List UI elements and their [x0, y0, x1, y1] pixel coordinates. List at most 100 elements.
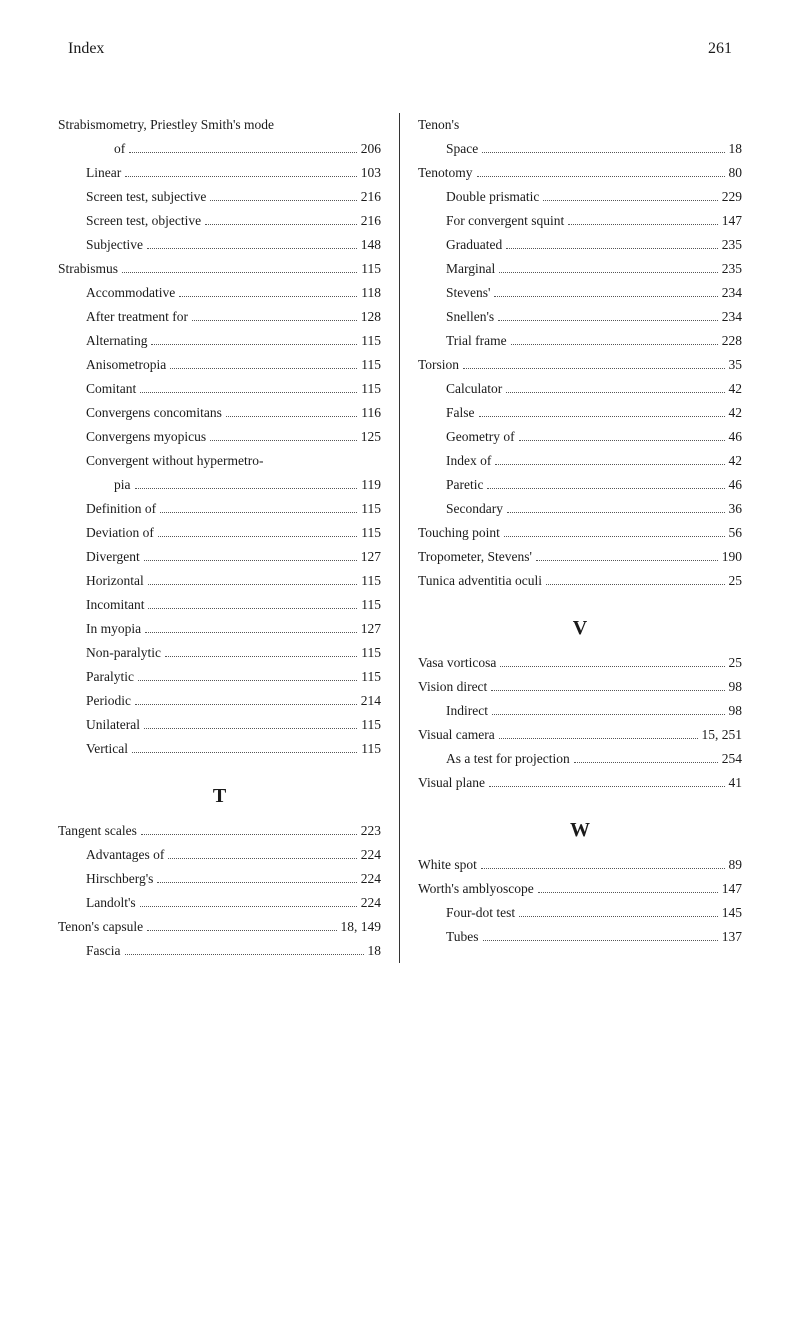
- dot-leader: [148, 600, 357, 609]
- entry-page: 115: [361, 329, 381, 353]
- entry-page: 42: [729, 377, 743, 401]
- dot-leader: [536, 552, 718, 561]
- index-entry: Landolt's224: [58, 891, 381, 915]
- entry-label: Visual plane: [418, 771, 485, 795]
- entry-label: In myopia: [86, 617, 141, 641]
- section-letter: W: [418, 813, 742, 849]
- entry-label: As a test for projection: [446, 747, 570, 771]
- entry-page: 56: [729, 521, 743, 545]
- entry-page: 216: [361, 209, 381, 233]
- index-entry: Visual camera15, 251: [418, 723, 742, 747]
- page-header: Index 261: [50, 40, 750, 58]
- entry-page: 254: [722, 747, 742, 771]
- dot-leader: [574, 754, 718, 763]
- dot-leader: [499, 730, 698, 739]
- entry-label: Vasa vorticosa: [418, 651, 496, 675]
- index-entry: Vasa vorticosa25: [418, 651, 742, 675]
- entry-page: 42: [729, 449, 743, 473]
- entry-label: Hirschberg's: [86, 867, 153, 891]
- entry-page: 127: [361, 545, 381, 569]
- index-entry: Fascia18: [58, 939, 381, 963]
- index-entry: pia119: [58, 473, 381, 497]
- entry-label: Tunica adventitia oculi: [418, 569, 542, 593]
- entry-label: of: [114, 137, 125, 161]
- entry-page: 41: [729, 771, 743, 795]
- index-entry: Convergent without hypermetro-: [58, 449, 381, 473]
- entry-page: 223: [361, 819, 381, 843]
- index-entry: of 206: [58, 137, 381, 161]
- index-entry: Definition of115: [58, 497, 381, 521]
- dot-leader: [500, 657, 724, 666]
- dot-leader: [210, 192, 356, 201]
- entry-page: 103: [361, 161, 381, 185]
- dot-leader: [140, 384, 357, 393]
- entry-label: Advantages of: [86, 843, 164, 867]
- entry-page: 98: [729, 699, 743, 723]
- entry-label: Tenon's capsule: [58, 915, 143, 939]
- dot-leader: [144, 720, 357, 729]
- entry-label: For convergent squint: [446, 209, 564, 233]
- index-entry: Accommodative118: [58, 281, 381, 305]
- entry-label: Comitant: [86, 377, 136, 401]
- index-entry: Double prismatic229: [418, 185, 742, 209]
- entry-label: Convergent without hypermetro-: [86, 449, 263, 473]
- entry-label: Stevens': [446, 281, 490, 305]
- index-entry: Indirect98: [418, 699, 742, 723]
- entry-label: Double prismatic: [446, 185, 539, 209]
- entry-page: 36: [729, 497, 743, 521]
- dot-leader: [170, 360, 357, 369]
- entry-label: Landolt's: [86, 891, 136, 915]
- index-entry: Tenon's capsule18, 149: [58, 915, 381, 939]
- entry-label: Index of: [446, 449, 491, 473]
- dot-leader: [147, 922, 336, 931]
- dot-leader: [481, 859, 725, 868]
- entry-label: Convergens myopicus: [86, 425, 206, 449]
- index-entry: Deviation of115: [58, 521, 381, 545]
- left-column: Strabismometry, Priestley Smith's modeof…: [50, 113, 400, 963]
- dot-leader: [519, 432, 725, 441]
- entry-page: 125: [361, 425, 381, 449]
- dot-leader: [132, 744, 357, 753]
- index-entry: Alternating115: [58, 329, 381, 353]
- entry-page: 115: [361, 665, 381, 689]
- entry-page: 119: [361, 473, 381, 497]
- index-entry: Paralytic115: [58, 665, 381, 689]
- entry-page: 98: [729, 675, 743, 699]
- entry-page: 228: [722, 329, 742, 353]
- entry-page: 115: [361, 593, 381, 617]
- index-entry: Stevens' 234: [418, 281, 742, 305]
- entry-label: Tangent scales: [58, 819, 137, 843]
- dot-leader: [463, 360, 724, 369]
- entry-page: 224: [361, 843, 381, 867]
- index-entry: For convergent squint147: [418, 209, 742, 233]
- dot-leader: [511, 336, 718, 345]
- dot-leader: [210, 432, 357, 441]
- index-entry: Space18: [418, 137, 742, 161]
- entry-page: 234: [722, 281, 742, 305]
- entry-page: 206: [361, 137, 381, 161]
- entry-page: 115: [361, 497, 381, 521]
- index-entry: Paretic46: [418, 473, 742, 497]
- entry-label: Marginal: [446, 257, 495, 281]
- index-entry: Convergens myopicus 125: [58, 425, 381, 449]
- index-entry: Divergent127: [58, 545, 381, 569]
- entry-page: 127: [361, 617, 381, 641]
- entry-page: 115: [361, 569, 381, 593]
- index-entry: As a test for projection 254: [418, 747, 742, 771]
- entry-label: False: [446, 401, 475, 425]
- index-entry: Strabismometry, Priestley Smith's mode: [58, 113, 381, 137]
- dot-leader: [538, 883, 718, 892]
- index-entry: Anisometropia115: [58, 353, 381, 377]
- index-entry: Linear103: [58, 161, 381, 185]
- entry-page: 235: [722, 233, 742, 257]
- index-entry: Comitant115: [58, 377, 381, 401]
- index-entry: Tenon's: [418, 113, 742, 137]
- entry-page: 42: [729, 401, 743, 425]
- index-entry: Four-dot test145: [418, 901, 742, 925]
- dot-leader: [129, 144, 357, 153]
- dot-leader: [482, 144, 724, 153]
- right-column: Tenon'sSpace18Tenotomy80Double prismatic…: [400, 113, 750, 963]
- dot-leader: [506, 240, 718, 249]
- entry-page: 137: [722, 925, 742, 949]
- index-entry: Tenotomy80: [418, 161, 742, 185]
